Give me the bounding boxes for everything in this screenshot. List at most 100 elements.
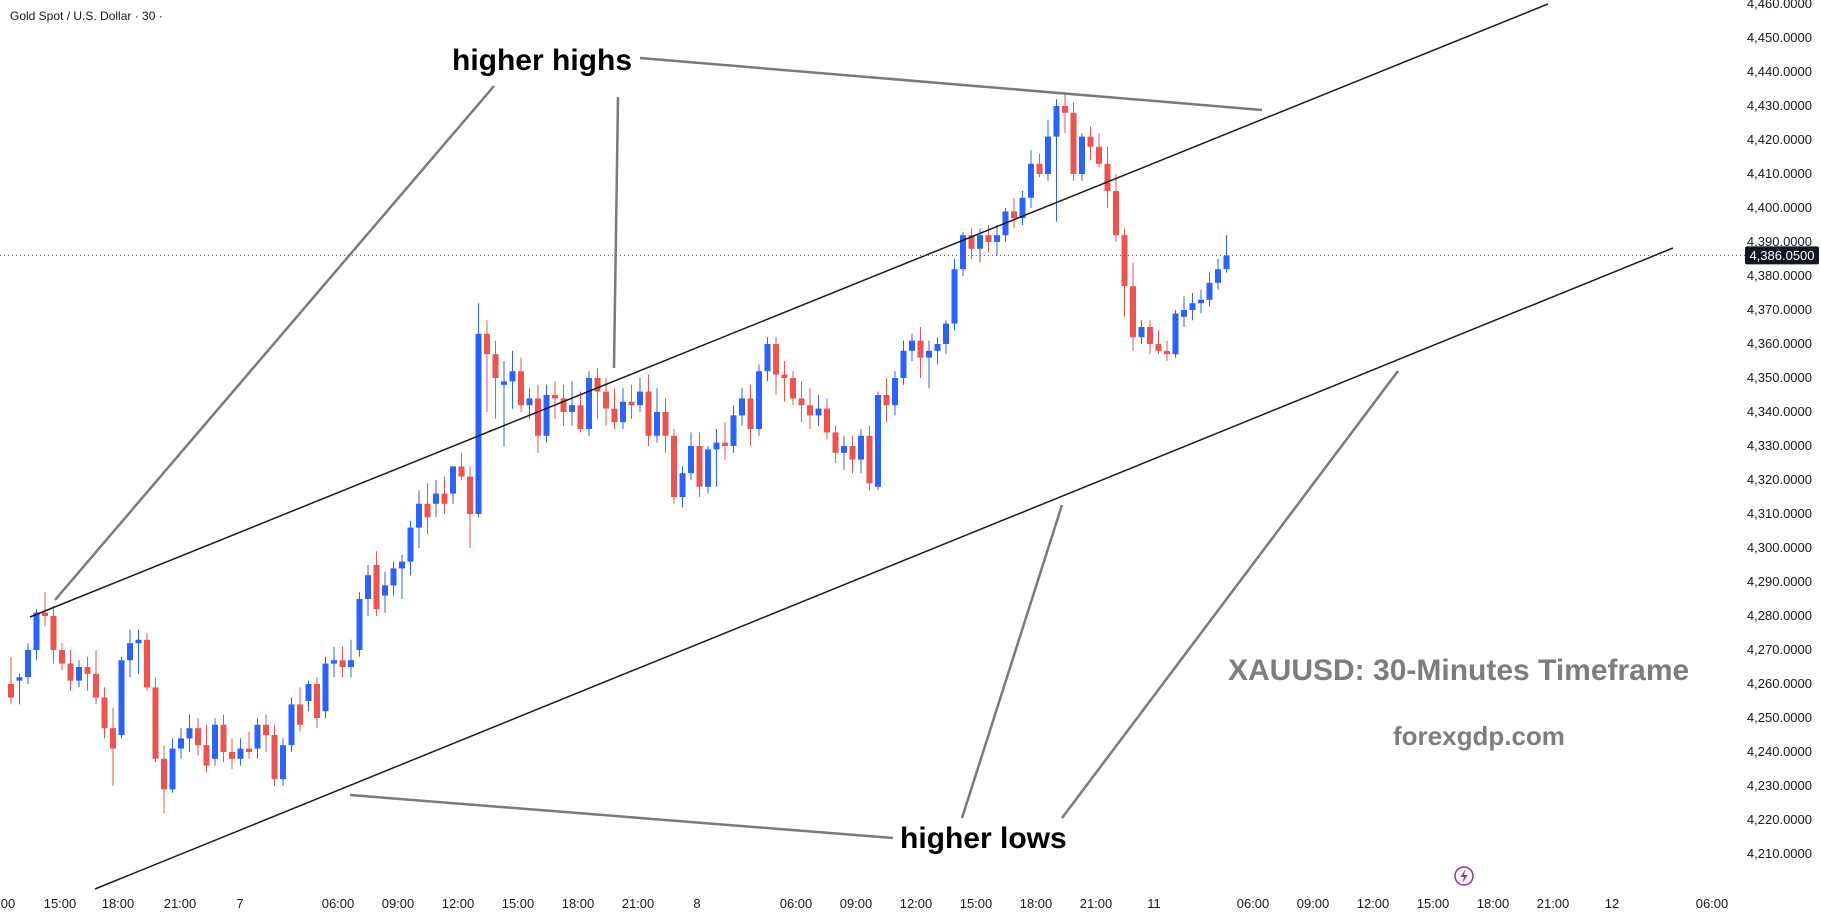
candle [8, 656, 14, 705]
candle-body [875, 395, 881, 487]
candle [433, 480, 439, 518]
candles-layer [8, 92, 1230, 814]
candle [620, 388, 626, 429]
candle [764, 337, 771, 382]
candle [688, 432, 694, 480]
candle [900, 340, 907, 385]
candle-body [16, 677, 23, 681]
time-tick-label: 15:00 [1417, 896, 1450, 911]
candle-body [977, 235, 983, 249]
pointer-line-higher-high-3[interactable] [639, 56, 1263, 112]
candle-body [59, 650, 65, 664]
pointer-line-higher-low-3[interactable] [1061, 370, 1399, 819]
pointer-line-higher-low-1[interactable] [349, 793, 894, 840]
time-tick-label: 06:00 [1696, 896, 1729, 911]
candle [1181, 296, 1187, 327]
candle-body [1113, 191, 1119, 236]
time-tick-label: 21:00 [1537, 896, 1570, 911]
candle-body [1189, 303, 1196, 310]
candle [314, 677, 320, 729]
pointer-line-higher-high-1[interactable] [54, 85, 495, 601]
candle [271, 724, 278, 786]
pointer-line-higher-low-2[interactable] [960, 504, 1064, 819]
candle [373, 551, 380, 616]
candle-body [645, 391, 652, 436]
candle [671, 429, 677, 504]
candle-body [1011, 211, 1017, 219]
candle-body [169, 748, 176, 790]
candle-body [1155, 344, 1162, 351]
candle [220, 714, 227, 763]
candle [1155, 330, 1162, 355]
candle-body [305, 684, 312, 701]
time-axis[interactable]: 00 15:00 18:00 21:00 7 06:00 09:00 12:00 15:00 18… [1, 896, 1729, 911]
time-tick-label: 15:00 [44, 896, 77, 911]
candle-body [416, 503, 422, 528]
candle [518, 357, 524, 412]
candle [628, 384, 635, 419]
candle [254, 718, 261, 759]
candle-body [790, 378, 796, 399]
candle-body [739, 398, 745, 416]
price-tick-label: 4,370.0000 [1747, 302, 1812, 317]
annotation-higher-highs: higher highs [452, 44, 632, 77]
candle [594, 367, 601, 419]
candle [1189, 293, 1196, 321]
time-tick-label: 09:00 [382, 896, 415, 911]
candle [968, 228, 975, 259]
candle [246, 731, 252, 759]
channel-lower-line[interactable] [94, 247, 1674, 890]
candle-body [586, 378, 592, 429]
candle-body [841, 446, 847, 453]
candle-body [220, 724, 227, 752]
candle-body [552, 395, 558, 399]
candle-body [747, 398, 754, 429]
candle [773, 337, 779, 395]
candle [339, 646, 346, 678]
lightning-icon[interactable] [1454, 866, 1474, 886]
price-tick-label: 4,280.0000 [1747, 608, 1812, 623]
price-tick-label: 4,340.0000 [1747, 404, 1812, 419]
candle-body [866, 435, 873, 484]
candle-body [101, 697, 108, 729]
candle [186, 714, 193, 752]
candle-body [1019, 197, 1026, 219]
candle-body [1096, 146, 1102, 164]
time-tick-label: 12 [1605, 896, 1619, 911]
candle [849, 435, 856, 474]
candle-body [144, 639, 150, 688]
candle-body [118, 660, 125, 735]
candle [280, 738, 286, 786]
candle-body [441, 493, 448, 504]
candle [127, 629, 133, 678]
price-axis[interactable]: 4,210.0000 4,220.0000 4,230.0000 4,240.0000… [1747, 0, 1812, 861]
candle-body [662, 412, 669, 436]
candle-body [263, 724, 269, 735]
candle [934, 337, 941, 365]
candle [67, 650, 74, 691]
candle [1036, 153, 1043, 178]
candle-body [1087, 136, 1094, 147]
price-tick-label: 4,310.0000 [1747, 506, 1812, 521]
candle-body [849, 446, 856, 460]
candle [552, 381, 558, 419]
candle-body [288, 704, 295, 746]
candle-body [135, 639, 142, 644]
candle-body [1223, 255, 1230, 270]
channel-upper-line[interactable] [29, 3, 1549, 618]
candle [951, 259, 958, 331]
candle [441, 476, 448, 514]
candle [42, 592, 48, 627]
candle [365, 565, 371, 616]
trendlines-layer [29, 3, 1674, 890]
pointer-line-higher-high-2[interactable] [612, 96, 620, 369]
candle-body [246, 748, 252, 752]
candle [492, 340, 499, 419]
candle [501, 361, 507, 446]
current-price-label: 4,386.0500 [1749, 248, 1814, 263]
time-tick-label: 12:00 [442, 896, 475, 911]
candle [458, 452, 465, 480]
candle [1198, 289, 1204, 314]
candle-body [1070, 112, 1077, 174]
